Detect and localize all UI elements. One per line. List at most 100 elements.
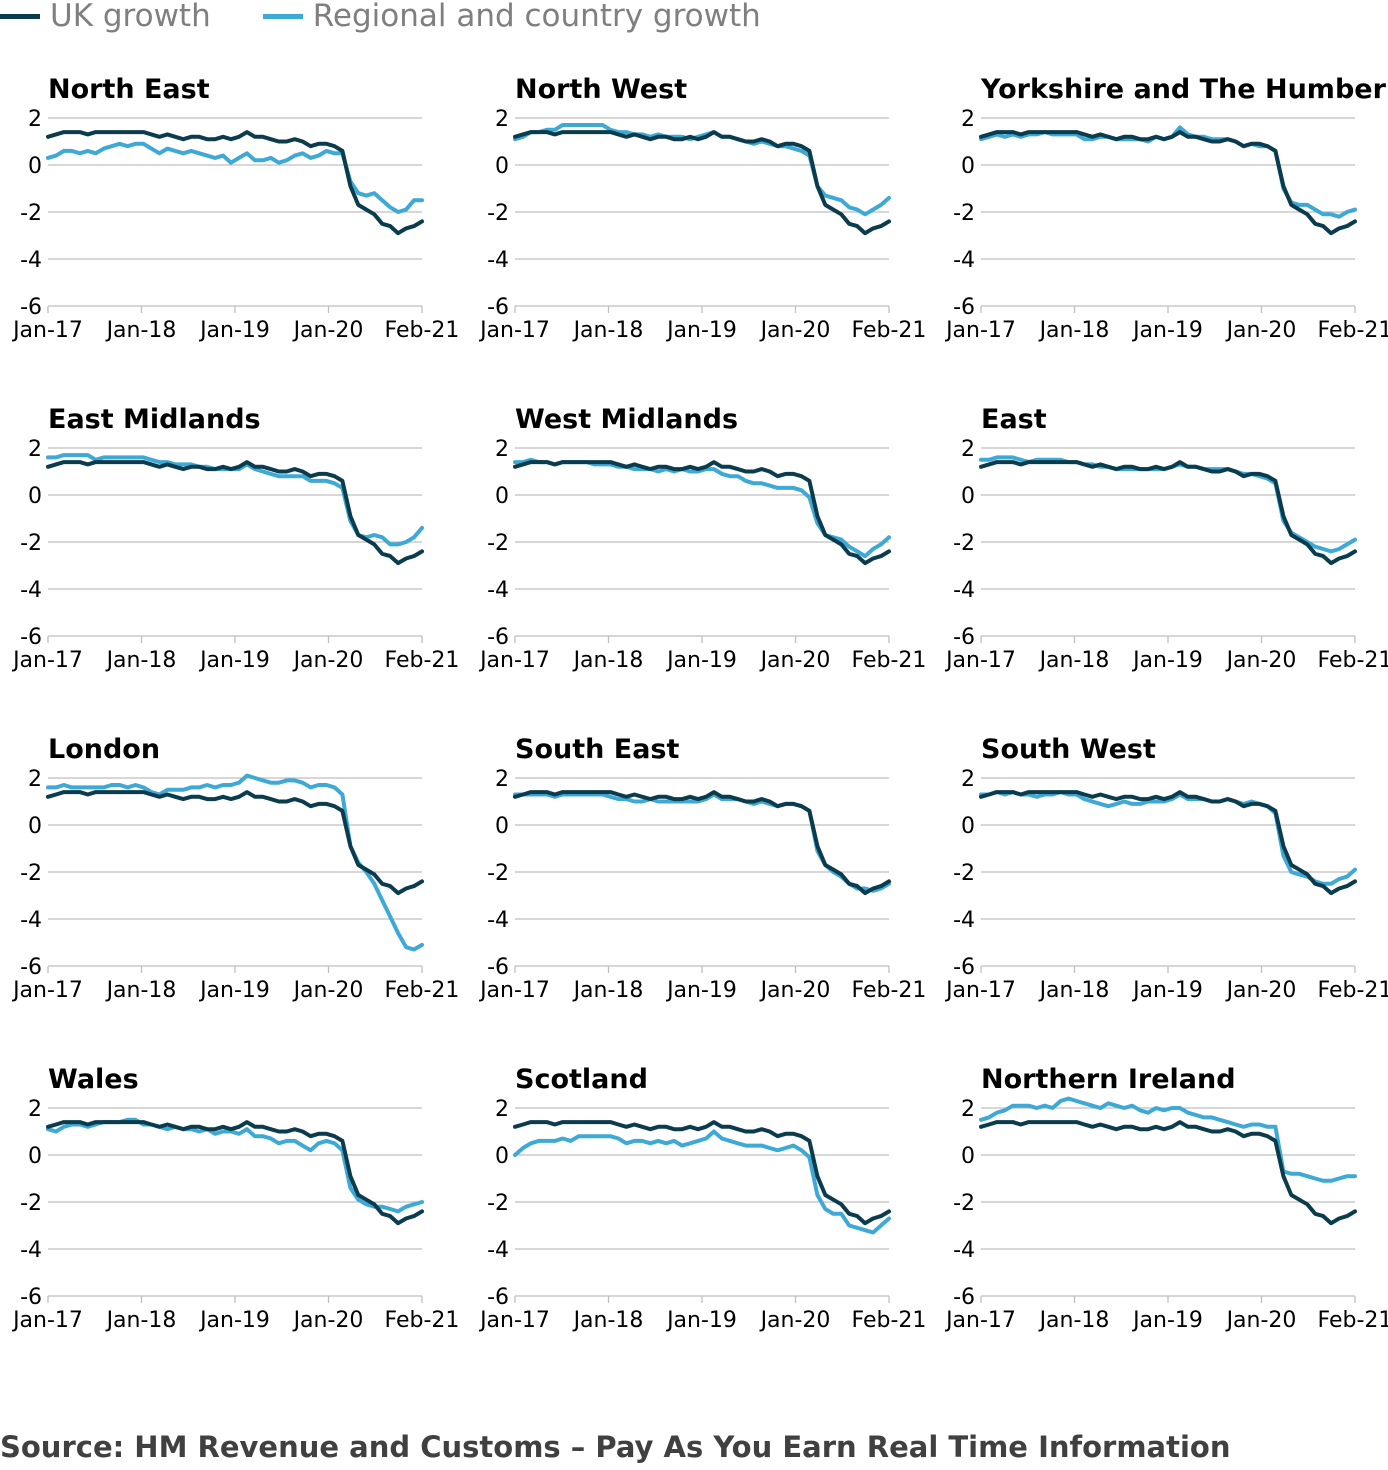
x-tick-label: Jan-20 — [292, 318, 364, 343]
x-tick-label: Jan-18 — [1038, 648, 1110, 673]
y-tick-label: 0 — [28, 154, 42, 179]
x-tick-label: Feb-21 — [852, 648, 927, 673]
series-line-uk — [513, 1120, 891, 1226]
y-tick-label: 0 — [495, 154, 509, 179]
y-tick-label: -6 — [20, 1285, 42, 1310]
y-tick-label: -6 — [487, 1285, 509, 1310]
legend-label-uk: UK growth — [50, 0, 211, 34]
legend-swatch-regional — [262, 13, 303, 19]
x-tick-label: Jan-19 — [198, 648, 270, 673]
x-tick-label: Jan-19 — [1131, 318, 1203, 343]
x-tick-label: Jan-20 — [759, 1308, 831, 1333]
y-tick-label: 2 — [961, 767, 975, 792]
y-tick-label: -2 — [487, 861, 509, 886]
x-tick-label: Jan-20 — [1225, 1308, 1297, 1333]
x-tick-label: Jan-18 — [105, 1308, 177, 1333]
y-tick-label: -2 — [953, 201, 975, 226]
panel-title: East — [981, 404, 1047, 435]
y-tick-label: -4 — [953, 248, 975, 273]
legend: UK growth Regional and country growth — [0, 0, 813, 32]
y-tick-label: -6 — [20, 295, 42, 320]
x-tick-label: Jan-18 — [105, 978, 177, 1003]
y-tick-label: -4 — [20, 908, 42, 933]
series-line-uk — [979, 130, 1357, 236]
x-tick-label: Feb-21 — [385, 318, 460, 343]
y-tick-label: -6 — [953, 1285, 975, 1310]
small-multiples-grid: North East 2 0 -2 -4 -6 Jan-17 Jan-18 Jan-19 Jan-… — [11, 74, 1388, 1333]
x-tick-label: Feb-21 — [385, 648, 460, 673]
y-tick-label: -4 — [20, 578, 42, 603]
series-line-uk — [979, 460, 1357, 566]
x-tick-label: Jan-17 — [11, 648, 83, 673]
panel-title: Wales — [48, 1064, 139, 1095]
series-line-uk — [46, 790, 424, 896]
series-line-uk — [979, 1120, 1357, 1226]
y-tick-label: 2 — [28, 767, 42, 792]
y-tick-label: -4 — [953, 1238, 975, 1263]
y-tick-label: 0 — [28, 484, 42, 509]
x-tick-label: Feb-21 — [852, 318, 927, 343]
y-tick-label: -4 — [487, 908, 509, 933]
x-tick-label: Jan-20 — [292, 978, 364, 1003]
x-tick-label: Feb-21 — [852, 1308, 927, 1333]
x-tick-label: Jan-17 — [478, 318, 550, 343]
x-tick-label: Jan-19 — [665, 1308, 737, 1333]
x-tick-label: Jan-19 — [665, 648, 737, 673]
x-tick-label: Jan-19 — [1131, 978, 1203, 1003]
x-tick-label: Jan-20 — [1225, 318, 1297, 343]
x-tick-label: Jan-18 — [1038, 318, 1110, 343]
panel-title: London — [48, 734, 160, 765]
x-tick-label: Jan-20 — [759, 648, 831, 673]
x-tick-label: Feb-21 — [1318, 648, 1388, 673]
y-tick-label: -2 — [20, 201, 42, 226]
x-tick-label: Feb-21 — [385, 1308, 460, 1333]
panel-title: South West — [981, 734, 1156, 765]
x-tick-label: Jan-17 — [11, 1308, 83, 1333]
y-tick-label: -4 — [20, 1238, 42, 1263]
y-tick-label: -6 — [953, 955, 975, 980]
x-tick-label: Jan-17 — [944, 978, 1016, 1003]
x-tick-label: Jan-19 — [665, 978, 737, 1003]
y-tick-label: 2 — [961, 1097, 975, 1122]
x-tick-label: Jan-20 — [1225, 648, 1297, 673]
x-tick-label: Jan-19 — [1131, 648, 1203, 673]
x-tick-label: Jan-17 — [11, 318, 83, 343]
x-tick-label: Jan-18 — [572, 1308, 644, 1333]
y-tick-label: -6 — [953, 295, 975, 320]
y-tick-label: -4 — [487, 578, 509, 603]
x-tick-label: Jan-18 — [1038, 978, 1110, 1003]
x-tick-label: Jan-18 — [1038, 1308, 1110, 1333]
y-tick-label: 2 — [961, 437, 975, 462]
series-line-uk — [46, 460, 424, 566]
legend-item-uk: UK growth — [0, 0, 211, 32]
x-tick-label: Jan-18 — [105, 648, 177, 673]
legend-swatch-uk — [0, 13, 40, 19]
y-tick-label: 0 — [28, 1144, 42, 1169]
y-tick-label: 0 — [961, 814, 975, 839]
y-tick-label: 0 — [961, 484, 975, 509]
y-tick-label: -2 — [487, 531, 509, 556]
series-line-regional — [979, 790, 1357, 886]
y-tick-label: -2 — [953, 861, 975, 886]
y-tick-label: 2 — [28, 107, 42, 132]
y-tick-label: 0 — [961, 1144, 975, 1169]
series-line-regional — [979, 125, 1357, 219]
x-tick-label: Jan-19 — [198, 318, 270, 343]
y-tick-label: 0 — [495, 1144, 509, 1169]
x-tick-label: Jan-17 — [11, 978, 83, 1003]
x-tick-label: Jan-18 — [105, 318, 177, 343]
y-tick-label: -6 — [487, 625, 509, 650]
panel-title: West Midlands — [515, 404, 738, 435]
panel-title: South East — [515, 734, 679, 765]
x-tick-label: Jan-18 — [572, 648, 644, 673]
series-line-uk — [46, 130, 424, 236]
panel-title: Northern Ireland — [981, 1064, 1236, 1095]
x-tick-label: Jan-18 — [572, 978, 644, 1003]
